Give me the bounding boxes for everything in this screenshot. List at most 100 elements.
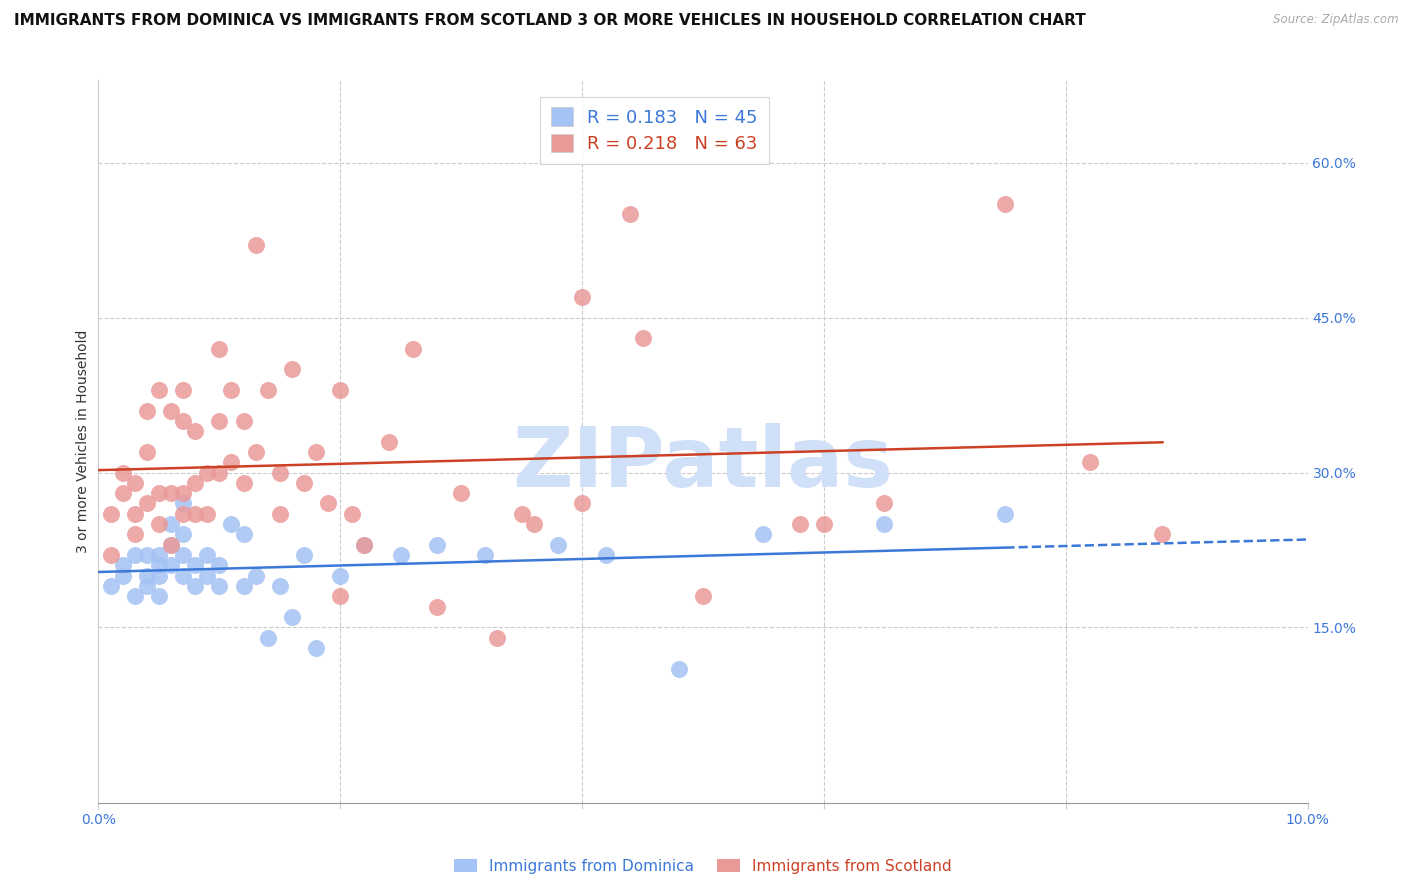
Point (160, 403, 183, 417)
Point (474, 548, 496, 562)
Point (245, 568, 267, 582)
Point (245, 238, 267, 252)
Point (124, 548, 146, 562)
Point (160, 486, 183, 500)
Point (389, 548, 412, 562)
Point (148, 517, 170, 532)
Point (172, 486, 194, 500)
Point (124, 590, 146, 604)
Point (172, 568, 194, 582)
Point (148, 568, 170, 582)
Point (111, 558, 134, 573)
Point (232, 475, 254, 490)
Point (184, 424, 207, 438)
Point (160, 538, 183, 552)
Point (353, 538, 375, 552)
Legend: R = 0.183   N = 45, R = 0.218   N = 63: R = 0.183 N = 45, R = 0.218 N = 63 (540, 96, 769, 164)
Point (100, 579, 122, 593)
Point (135, 403, 157, 417)
Point (426, 538, 449, 552)
Point (195, 548, 218, 562)
Point (994, 507, 1017, 521)
Point (135, 496, 157, 510)
Point (172, 496, 194, 510)
Point (135, 579, 157, 593)
Point (148, 486, 170, 500)
Point (208, 579, 231, 593)
Point (184, 579, 207, 593)
Point (208, 342, 231, 356)
Point (208, 466, 231, 480)
Point (873, 517, 896, 532)
Point (595, 548, 617, 562)
Point (148, 590, 170, 604)
Point (752, 527, 775, 541)
Point (523, 517, 546, 532)
Point (221, 455, 243, 469)
Point (547, 538, 569, 552)
Point (571, 290, 593, 304)
Y-axis label: 3 or more Vehicles in Household: 3 or more Vehicles in Household (76, 330, 90, 553)
Text: IMMIGRANTS FROM DOMINICA VS IMMIGRANTS FROM SCOTLAND 3 OR MORE VEHICLES IN HOUSE: IMMIGRANTS FROM DOMINICA VS IMMIGRANTS F… (14, 13, 1085, 29)
Point (148, 558, 170, 573)
Point (873, 496, 896, 510)
Text: Source: ZipAtlas.com: Source: ZipAtlas.com (1274, 13, 1399, 27)
Point (631, 331, 654, 345)
Point (124, 527, 146, 541)
Point (1078, 455, 1101, 469)
Point (692, 590, 714, 604)
Point (281, 610, 304, 624)
Point (329, 590, 352, 604)
Point (124, 475, 146, 490)
Point (160, 538, 183, 552)
Point (402, 342, 425, 356)
Point (184, 507, 207, 521)
Point (111, 568, 134, 582)
Point (426, 599, 449, 614)
Point (172, 548, 194, 562)
Point (100, 507, 122, 521)
Point (148, 548, 170, 562)
Point (292, 475, 315, 490)
Point (172, 507, 194, 521)
Point (305, 640, 328, 655)
Point (619, 207, 641, 221)
Point (172, 383, 194, 397)
Point (316, 496, 339, 510)
Point (160, 558, 183, 573)
Point (994, 197, 1017, 211)
Point (221, 517, 243, 532)
Point (571, 496, 593, 510)
Point (269, 579, 291, 593)
Point (668, 662, 690, 676)
Point (195, 568, 218, 582)
Point (195, 466, 218, 480)
Point (184, 475, 207, 490)
Point (208, 414, 231, 428)
Point (353, 538, 375, 552)
Point (148, 383, 170, 397)
Point (172, 414, 194, 428)
Point (124, 507, 146, 521)
Point (208, 558, 231, 573)
Point (160, 517, 183, 532)
Point (813, 517, 835, 532)
Point (245, 445, 267, 459)
Point (377, 434, 399, 449)
Point (184, 558, 207, 573)
Point (305, 445, 328, 459)
Point (256, 383, 278, 397)
Point (256, 631, 278, 645)
Point (172, 527, 194, 541)
Point (135, 445, 157, 459)
Point (342, 507, 364, 521)
Legend: Immigrants from Dominica, Immigrants from Scotland: Immigrants from Dominica, Immigrants fro… (449, 853, 957, 880)
Point (195, 507, 218, 521)
Point (221, 383, 243, 397)
Point (450, 486, 472, 500)
Point (111, 466, 134, 480)
Point (510, 507, 533, 521)
Point (135, 548, 157, 562)
Point (232, 527, 254, 541)
Point (269, 507, 291, 521)
